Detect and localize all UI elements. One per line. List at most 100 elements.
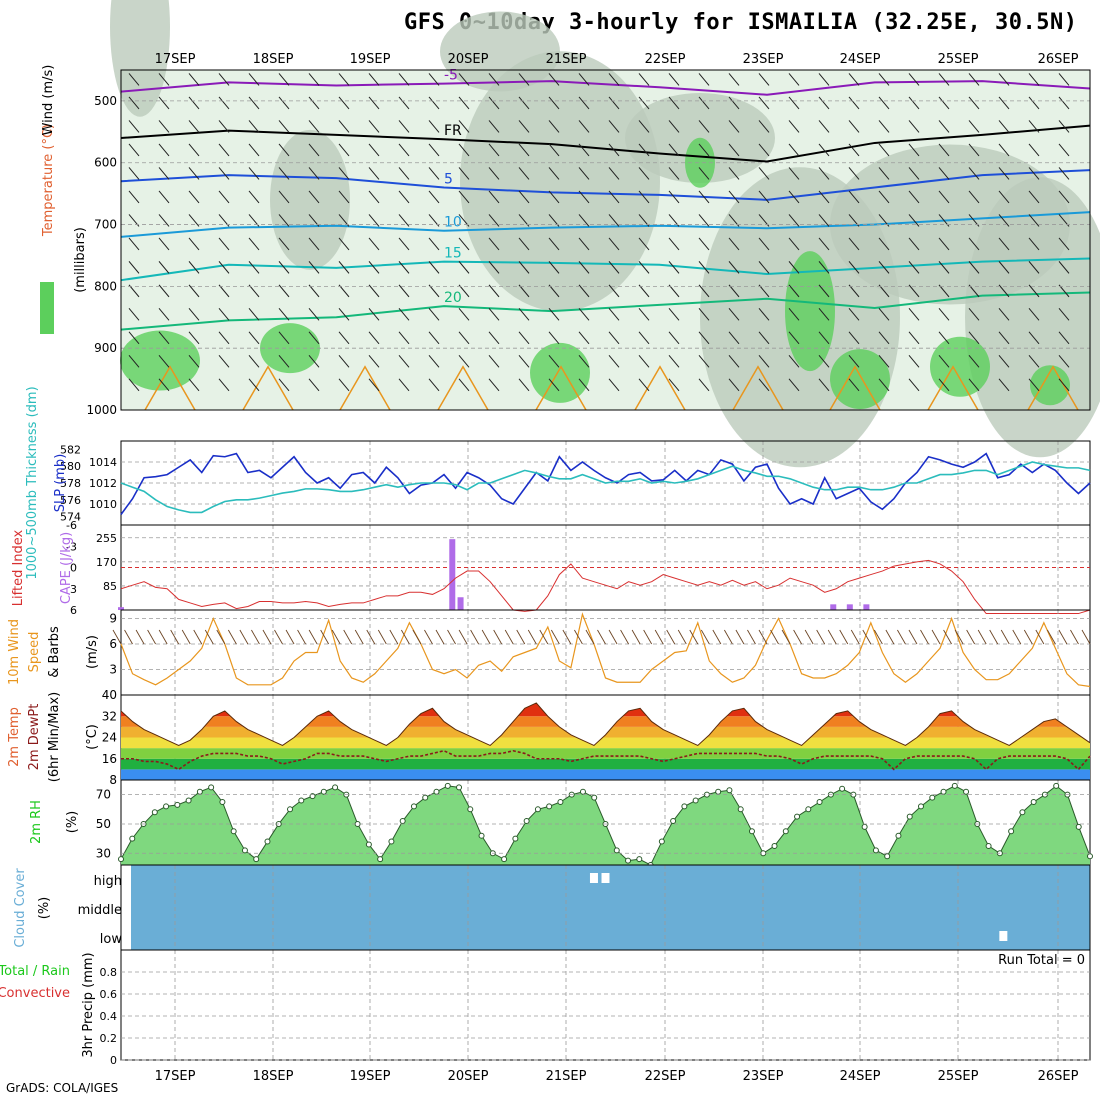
wind-barb bbox=[908, 378, 920, 392]
wind-barb bbox=[488, 96, 500, 110]
rh2m-point bbox=[365, 841, 372, 848]
legend-temperature: Temperature (°C) bbox=[41, 124, 56, 237]
wind-barb-10m bbox=[124, 629, 133, 645]
wind-barb bbox=[218, 120, 230, 133]
wind-barb bbox=[998, 308, 1010, 321]
wind-barb bbox=[158, 167, 170, 180]
rh2m-point bbox=[399, 818, 406, 825]
y-tick-label: 0.8 bbox=[100, 966, 118, 979]
wind-barb bbox=[818, 167, 830, 180]
wind-barb bbox=[788, 167, 800, 180]
wind-barb bbox=[248, 120, 260, 133]
wind-barb bbox=[1028, 120, 1040, 133]
wind-barb bbox=[578, 355, 590, 368]
rh2m-point bbox=[444, 782, 451, 789]
x-tick-label-bottom: 23SEP bbox=[743, 1069, 784, 1084]
wind-barb bbox=[458, 308, 470, 321]
wind-barb bbox=[968, 261, 980, 274]
wind-barb bbox=[128, 143, 140, 157]
rh2m-point bbox=[230, 828, 237, 835]
wind-barb bbox=[578, 167, 590, 180]
slp-line bbox=[120, 452, 1091, 515]
rh2m-point bbox=[794, 813, 801, 820]
wind-barb bbox=[308, 190, 320, 204]
wind-barb bbox=[848, 120, 860, 133]
wind-barb bbox=[128, 120, 140, 133]
rh2m-point bbox=[692, 797, 699, 804]
wind-barb bbox=[188, 284, 200, 298]
wind-barb-10m bbox=[850, 629, 860, 645]
wind-barb bbox=[548, 167, 560, 180]
wind-barb bbox=[518, 308, 530, 321]
wind-barb bbox=[698, 284, 710, 298]
wind-barb bbox=[1058, 143, 1070, 157]
wind-barb bbox=[248, 143, 260, 157]
wind-barb bbox=[398, 261, 410, 274]
wind-barb bbox=[638, 378, 650, 392]
wind-barb bbox=[188, 167, 200, 180]
rh2m-point bbox=[410, 803, 417, 810]
wind-barb bbox=[188, 120, 200, 133]
rh2m-point bbox=[118, 856, 124, 863]
wind-barb-10m bbox=[389, 629, 399, 645]
wind-barb-10m bbox=[539, 629, 549, 645]
wind-barb bbox=[428, 120, 440, 133]
rh2m-point bbox=[208, 784, 215, 791]
rh2m-point bbox=[681, 803, 688, 810]
wind-barb bbox=[368, 261, 380, 274]
wind-barb bbox=[398, 143, 410, 157]
wind-barb bbox=[968, 143, 980, 157]
wind-barb bbox=[698, 96, 710, 110]
surface-heat-contour bbox=[535, 365, 587, 411]
wind-barb-10m bbox=[331, 629, 341, 645]
wind-barb bbox=[1058, 96, 1070, 110]
y-tick-label: 0.2 bbox=[100, 1032, 118, 1045]
wind-barb bbox=[398, 355, 410, 368]
wind-barb bbox=[488, 190, 500, 204]
surface-heat-contour bbox=[144, 365, 196, 411]
wind-barb-10m bbox=[458, 629, 468, 645]
wind-barb bbox=[278, 378, 290, 392]
wind-barb bbox=[518, 261, 530, 274]
rh2m-point bbox=[501, 856, 508, 863]
y-tick-label: 576 bbox=[60, 494, 81, 507]
wind-barb bbox=[908, 190, 920, 204]
wind-barb bbox=[548, 261, 560, 274]
wind-barb bbox=[578, 308, 590, 321]
rh2m-point bbox=[196, 788, 203, 795]
wind-barb bbox=[488, 120, 500, 133]
wind-barb-10m bbox=[504, 629, 514, 645]
wind-barb bbox=[578, 284, 590, 298]
wind-barb bbox=[518, 284, 530, 298]
wind-barb-10m bbox=[1081, 629, 1091, 645]
wind-barb bbox=[788, 308, 800, 321]
wind-barb bbox=[848, 378, 860, 392]
wind-barb bbox=[998, 284, 1010, 298]
wind-barb bbox=[758, 120, 770, 133]
wind-barb bbox=[758, 308, 770, 321]
wind-barb-10m bbox=[862, 629, 872, 645]
wind-barb bbox=[818, 214, 830, 227]
wind-barb bbox=[818, 355, 830, 368]
temp-line bbox=[120, 702, 1091, 747]
wind-barb bbox=[788, 261, 800, 274]
wind-barb bbox=[728, 120, 740, 133]
cape-bar bbox=[846, 604, 853, 610]
wind-barb bbox=[728, 167, 740, 180]
wind-barb bbox=[818, 284, 830, 298]
wind-barb bbox=[638, 96, 650, 110]
wind-barb bbox=[578, 143, 590, 157]
y-tick-label: 0.6 bbox=[100, 988, 118, 1001]
y-axis-label-pressure: (millibars) bbox=[73, 227, 88, 293]
wind-barb bbox=[398, 308, 410, 321]
wind-barb bbox=[818, 378, 830, 392]
y-tick-label: -6 bbox=[66, 519, 77, 532]
rh2m-point bbox=[1087, 853, 1093, 860]
wind-barb bbox=[758, 73, 770, 86]
wind-barb-10m bbox=[827, 629, 837, 645]
wind-barb bbox=[278, 237, 290, 251]
wind-barb bbox=[578, 96, 590, 110]
wind-barb bbox=[608, 355, 620, 368]
y-axis-label-ms: (m/s) bbox=[85, 635, 100, 669]
rh2m-point bbox=[625, 857, 632, 864]
